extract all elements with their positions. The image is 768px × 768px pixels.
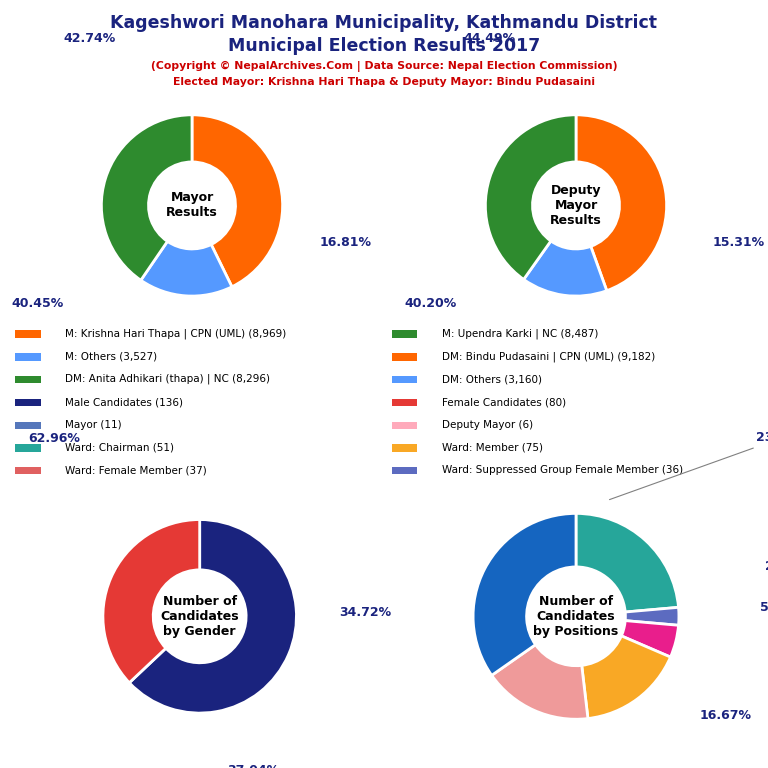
Text: Number of
Candidates
by Gender: Number of Candidates by Gender <box>161 595 239 637</box>
Wedge shape <box>581 636 670 719</box>
Text: Ward: Female Member (37): Ward: Female Member (37) <box>65 465 207 475</box>
Wedge shape <box>473 514 576 675</box>
Bar <box>392 445 417 452</box>
Wedge shape <box>576 115 667 290</box>
Wedge shape <box>576 514 678 612</box>
Text: 37.04%: 37.04% <box>227 763 279 768</box>
Text: 62.96%: 62.96% <box>28 432 81 445</box>
Text: M: Krishna Hari Thapa | CPN (UML) (8,969): M: Krishna Hari Thapa | CPN (UML) (8,969… <box>65 329 286 339</box>
Text: Mayor (11): Mayor (11) <box>65 420 122 430</box>
Wedge shape <box>101 115 192 280</box>
Text: 16.81%: 16.81% <box>320 237 372 250</box>
Text: 15.31%: 15.31% <box>713 237 765 250</box>
Text: Mayor
Results: Mayor Results <box>166 191 218 220</box>
Text: DM: Others (3,160): DM: Others (3,160) <box>442 374 541 384</box>
Bar <box>15 467 41 475</box>
Text: 2.78%: 2.78% <box>765 560 768 573</box>
Wedge shape <box>192 115 283 286</box>
Text: 44.49%: 44.49% <box>464 32 516 45</box>
Text: Ward: Member (75): Ward: Member (75) <box>442 442 543 452</box>
Bar <box>392 422 417 429</box>
Text: 16.67%: 16.67% <box>699 709 751 722</box>
Text: Elected Mayor: Krishna Hari Thapa & Deputy Mayor: Bindu Pudasaini: Elected Mayor: Krishna Hari Thapa & Depu… <box>173 77 595 87</box>
Wedge shape <box>129 519 296 713</box>
Wedge shape <box>141 241 232 296</box>
Text: 5.09%: 5.09% <box>760 601 768 614</box>
Text: Male Candidates (136): Male Candidates (136) <box>65 397 184 407</box>
Wedge shape <box>625 607 679 625</box>
Wedge shape <box>103 519 200 683</box>
Text: Ward: Chairman (51): Ward: Chairman (51) <box>65 442 174 452</box>
Text: (Copyright © NepalArchives.Com | Data Source: Nepal Election Commission): (Copyright © NepalArchives.Com | Data So… <box>151 61 617 71</box>
Bar <box>15 330 41 338</box>
Text: Deputy
Mayor
Results: Deputy Mayor Results <box>550 184 602 227</box>
Text: Ward: Suppressed Group Female Member (36): Ward: Suppressed Group Female Member (36… <box>442 465 683 475</box>
Bar <box>392 330 417 338</box>
Text: Deputy Mayor (6): Deputy Mayor (6) <box>442 420 533 430</box>
Wedge shape <box>524 241 607 296</box>
Text: DM: Anita Adhikari (thapa) | NC (8,296): DM: Anita Adhikari (thapa) | NC (8,296) <box>65 374 270 385</box>
Bar <box>392 353 417 360</box>
Bar <box>392 399 417 406</box>
Bar <box>15 422 41 429</box>
Text: Number of
Candidates
by Positions: Number of Candidates by Positions <box>533 595 619 637</box>
Bar <box>392 376 417 383</box>
Text: 40.20%: 40.20% <box>405 297 457 310</box>
Text: Female Candidates (80): Female Candidates (80) <box>442 397 566 407</box>
Text: DM: Bindu Pudasaini | CPN (UML) (9,182): DM: Bindu Pudasaini | CPN (UML) (9,182) <box>442 351 655 362</box>
Bar <box>15 376 41 383</box>
Bar <box>15 399 41 406</box>
Text: M: Upendra Karki | NC (8,487): M: Upendra Karki | NC (8,487) <box>442 329 598 339</box>
Bar <box>392 467 417 475</box>
Text: Kageshwori Manohara Municipality, Kathmandu District: Kageshwori Manohara Municipality, Kathma… <box>111 14 657 31</box>
Wedge shape <box>492 644 588 719</box>
Bar <box>15 445 41 452</box>
Wedge shape <box>621 621 678 657</box>
Text: 40.45%: 40.45% <box>12 297 64 310</box>
Text: Municipal Election Results 2017: Municipal Election Results 2017 <box>228 37 540 55</box>
Text: 23.61%: 23.61% <box>610 432 768 500</box>
Text: 34.72%: 34.72% <box>339 606 391 619</box>
Bar <box>15 353 41 360</box>
Text: 42.74%: 42.74% <box>64 32 116 45</box>
Wedge shape <box>485 115 576 280</box>
Text: M: Others (3,527): M: Others (3,527) <box>65 352 157 362</box>
